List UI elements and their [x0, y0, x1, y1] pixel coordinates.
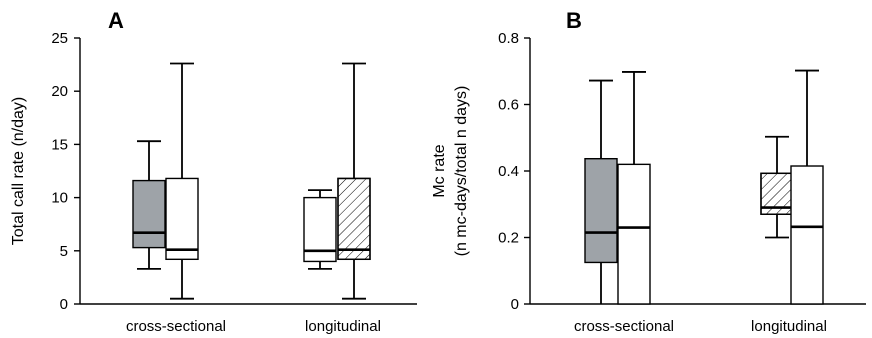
panel-a-y-tick-label: 20 — [51, 83, 68, 100]
panel-b-y-tick-label: 0.2 — [498, 230, 519, 247]
panel-a-x-tick-cross-sectional: cross-sectional — [126, 318, 226, 335]
panel-a-y-ticks: 0 5 10 15 20 25 — [51, 30, 80, 313]
iqr-box-hatch — [337, 177, 371, 261]
panel-b-boxes — [584, 69, 824, 305]
panel-a: A Total call rate (n/day) cross-sectiona… — [10, 8, 417, 335]
panel-b-y-tick-label: 0.8 — [498, 30, 519, 47]
panel-a-box-4 — [337, 62, 371, 300]
panel-a-boxes — [132, 62, 371, 300]
panel-b: B Mc rate (n mc-days/total n days) cross… — [431, 8, 866, 335]
panel-a-box-2 — [165, 62, 199, 300]
panel-b-box-4 — [790, 69, 824, 305]
panel-b-box-3 — [760, 135, 794, 239]
panel-b-y-tick-label: 0.4 — [498, 163, 519, 180]
panel-a-y-axis-label: Total call rate (n/day) — [10, 97, 27, 246]
iqr-box — [617, 163, 651, 305]
panel-b-y-tick-label: 0.6 — [498, 97, 519, 114]
panel-a-label: A — [108, 8, 124, 33]
panel-b-y-tick-label: 0 — [511, 296, 519, 313]
panel-a-y-tick-label: 5 — [60, 243, 68, 260]
iqr-box — [132, 179, 166, 249]
panel-b-y-ticks: 0 0.2 0.4 0.6 0.8 — [498, 30, 530, 313]
panel-a-box-3 — [303, 189, 337, 270]
panel-a-y-tick-label: 0 — [60, 296, 68, 313]
panel-a-x-tick-longitudinal: longitudinal — [305, 318, 381, 335]
panel-b-x-tick-longitudinal: longitudinal — [751, 318, 827, 335]
panel-a-box-1 — [132, 140, 166, 270]
iqr-box — [790, 165, 824, 305]
panel-b-x-tick-cross-sectional: cross-sectional — [574, 318, 674, 335]
panel-a-y-tick-label: 15 — [51, 136, 68, 153]
panel-b-label: B — [566, 8, 582, 33]
iqr-box — [584, 157, 618, 264]
panel-a-y-tick-label: 25 — [51, 30, 68, 47]
panel-b-box-1 — [584, 79, 618, 304]
panel-b-y-axis-label-line2: (n mc-days/total n days) — [453, 86, 470, 257]
panel-b-y-axis-label-line1: Mc rate — [431, 144, 448, 197]
iqr-box — [165, 177, 199, 261]
panel-a-y-tick-label: 10 — [51, 190, 68, 207]
panel-b-y-axis-label: Mc rate (n mc-days/total n days) — [431, 86, 470, 257]
panel-b-box-2 — [617, 71, 651, 305]
